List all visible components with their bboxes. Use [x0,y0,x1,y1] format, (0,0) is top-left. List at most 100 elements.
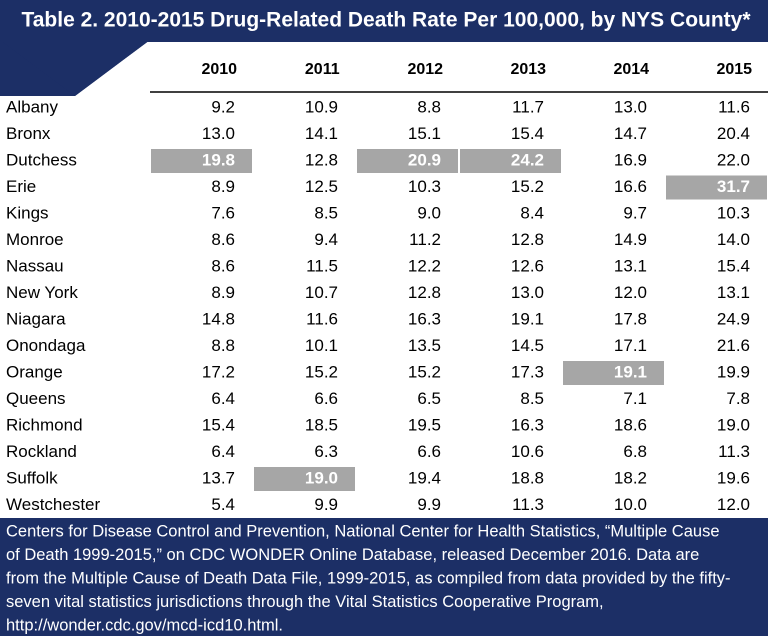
cell-value: 12.2 [408,256,441,275]
row-label: Erie [6,177,36,196]
cell-value: 11.3 [512,495,544,514]
cell-value: 8.9 [211,177,235,196]
cell-value: 19.6 [717,468,750,487]
row-label: Orange [6,362,63,381]
cell-value: 14.0 [717,230,750,249]
cell-value: 6.6 [314,389,338,408]
cell-value: 8.6 [211,256,235,275]
footer-line: from the Multiple Cause of Death Data Fi… [6,569,731,587]
cell-value: 16.3 [511,415,544,434]
cell-value: 11.6 [718,97,750,116]
highlight-cell [460,149,561,173]
highlight-cell [254,467,355,491]
cell-value: 18.8 [511,468,544,487]
cell-value: 12.6 [511,256,544,275]
cell-value: 13.1 [717,283,750,302]
cell-value: 20.4 [717,124,750,143]
row-label: Onondaga [6,336,86,355]
cell-value: 15.2 [305,362,338,381]
cell-value: 10.1 [305,336,338,355]
cell-value: 14.8 [202,309,235,328]
row-label: Albany [6,97,58,116]
footer-bar [0,518,768,636]
cell-value: 11.6 [306,309,338,328]
cell-value: 19.5 [408,415,441,434]
cell-value: 8.6 [211,230,235,249]
title: Table 2. 2010-2015 Drug-Related Death Ra… [21,9,751,32]
cell-value: 11.3 [718,442,750,461]
cell-value: 15.4 [202,415,235,434]
cell-value: 6.5 [417,389,441,408]
cell-value: 12.0 [614,283,647,302]
cell-value: 10.3 [408,177,441,196]
cell-value: 15.4 [511,124,544,143]
row-label: Westchester [6,495,101,514]
cell-value: 10.0 [614,495,647,514]
title-pointer-tip [0,40,150,96]
cell-value: 12.0 [717,495,750,514]
cell-value: 9.9 [417,495,441,514]
cell-value: 7.6 [211,203,235,222]
column-header: 2013 [510,61,546,78]
cell-value: 13.0 [614,97,647,116]
cell-value: 7.1 [623,389,647,408]
cell-value: 14.1 [305,124,338,143]
cell-value: 17.8 [614,309,647,328]
cell-value: 17.1 [614,336,647,355]
cell-value: 17.2 [202,362,235,381]
cell-value: 9.4 [314,230,338,249]
row-label: New York [6,283,78,302]
title-bar [0,0,768,42]
cell-value: 10.3 [717,203,750,222]
column-header: 2010 [201,61,237,78]
row-label: Nassau [6,256,64,275]
cell-value: 19.0 [717,415,750,434]
cell-value: 11.5 [306,256,338,275]
row-label: Bronx [6,124,51,143]
cell-value: 15.1 [408,124,441,143]
row-label: Richmond [6,415,83,434]
highlight-cell [357,149,458,173]
cell-value: 12.8 [408,283,441,302]
cell-value: 12.8 [305,150,338,169]
cell-value: 14.5 [511,336,544,355]
cell-value: 6.4 [211,442,235,461]
highlight-cell [666,175,767,200]
cell-value: 6.3 [314,442,338,461]
cell-value: 21.6 [717,336,750,355]
highlight-cell [563,361,664,385]
footer-line: http://wonder.cdc.gov/mcd-icd10.html. [6,616,283,634]
cell-value: 18.6 [614,415,647,434]
cell-value: 19.9 [717,362,750,381]
column-header: 2012 [407,61,443,78]
cell-value: 15.4 [717,256,750,275]
cell-value: 6.8 [623,442,647,461]
cell-value: 18.2 [614,468,647,487]
cell-value: 13.1 [614,256,647,275]
cell-value: 10.7 [305,283,338,302]
cell-value: 15.2 [408,362,441,381]
cell-value: 14.7 [614,124,647,143]
highlight-cell [151,149,252,173]
cell-value: 18.5 [305,415,338,434]
cell-value: 19.4 [408,468,441,487]
cell-value: 16.3 [408,309,441,328]
footer-line: seven vital statistics jurisdictions thr… [6,593,604,611]
cell-value: 19.8 [202,150,235,169]
cell-value: 31.7 [717,177,750,196]
cell-value: 8.5 [314,203,338,222]
footer-line: Centers for Disease Control and Preventi… [6,522,720,540]
cell-value: 22.0 [717,150,750,169]
cell-value: 9.0 [417,203,441,222]
row-label: Queens [6,389,66,408]
cell-value: 8.5 [520,389,544,408]
cell-value: 13.7 [202,468,235,487]
cell-value: 6.6 [417,442,441,461]
cell-value: 24.9 [717,309,750,328]
cell-value: 10.6 [511,442,544,461]
cell-value: 13.0 [202,124,235,143]
cell-value: 8.4 [520,203,544,222]
cell-value: 20.9 [408,150,441,169]
